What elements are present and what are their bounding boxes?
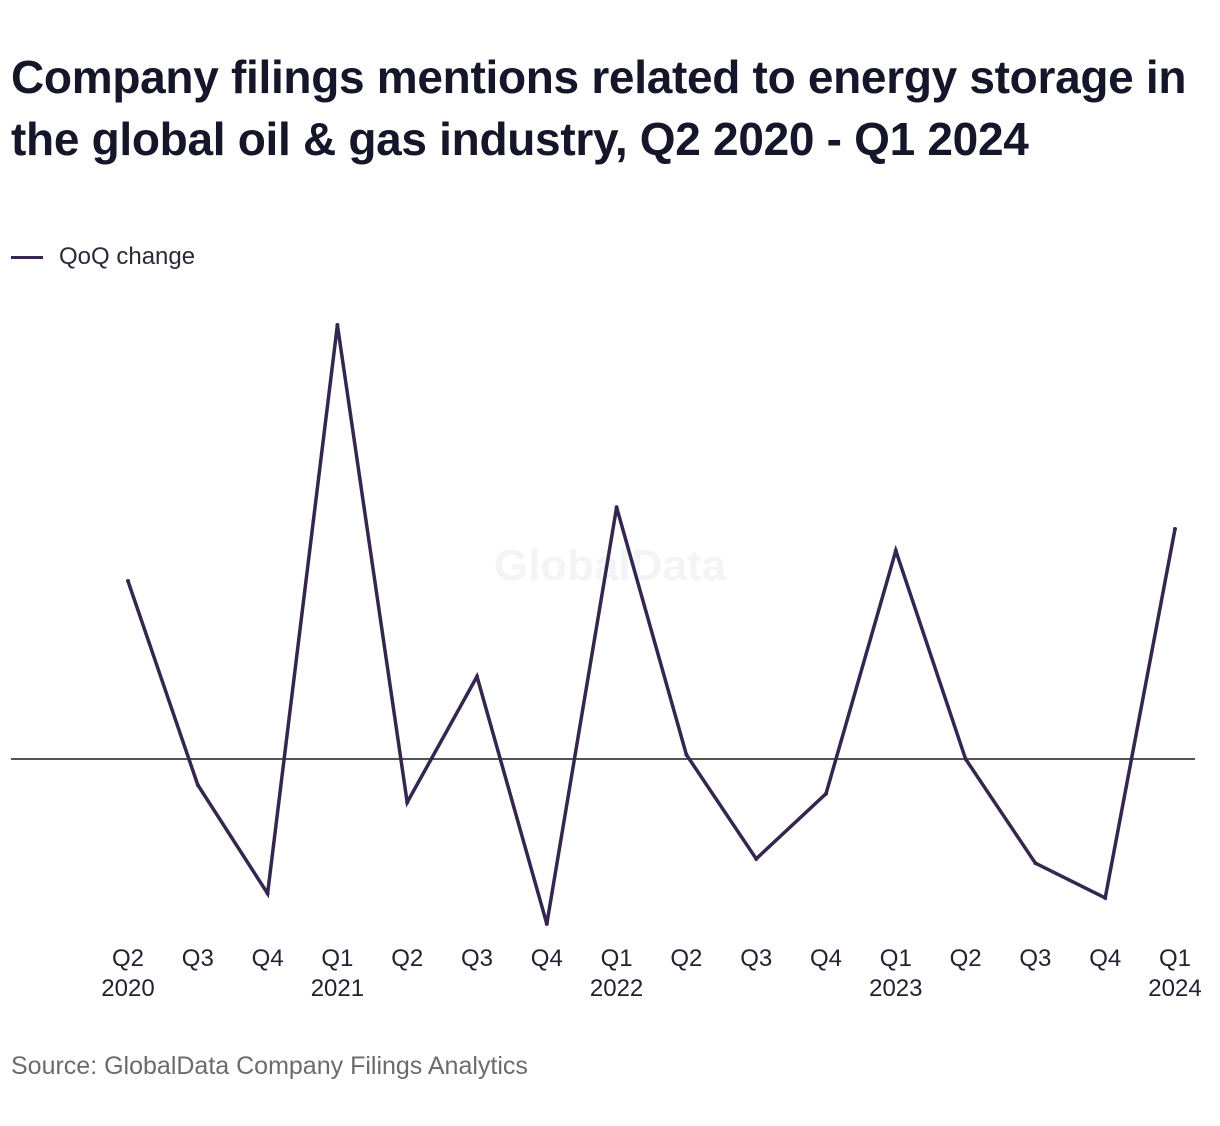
data-point [1103,895,1108,900]
legend-swatch [11,255,43,259]
data-point [1173,526,1177,531]
data-point [335,323,340,327]
x-tick-label: Q2 [391,945,423,972]
data-point [195,783,200,788]
chart-title: Company filings mentions related to ener… [11,51,1187,165]
x-tick-label: Q4 [810,945,842,972]
x-tick-label: Q1 [1159,945,1191,972]
x-tick-label: Q2 [950,945,982,972]
legend: QoQ change [11,242,195,272]
x-tick-year: 2023 [869,975,922,1002]
x-tick-label: Q2 [670,945,702,972]
x-axis-ticks: Q2 2020 Q3 Q4 Q1 2021 Q2 Q3 Q4 Q1 2022 Q2 Q3 Q4 Q1 2023… [101,945,1201,1002]
source-note: Source: GlobalData Company Filings Analy… [11,1052,528,1080]
x-tick-year: 2021 [311,975,364,1002]
x-tick-label: Q3 [740,945,772,972]
x-tick-label: Q3 [182,945,214,972]
data-point [475,674,479,679]
data-point [684,752,689,757]
data-point [614,505,619,510]
data-point [126,579,130,584]
data-point [824,791,828,796]
x-tick-label: Q1 [601,945,633,972]
data-point [893,548,898,553]
x-tick-label: Q4 [252,945,284,972]
series-line-0 [126,324,1177,925]
x-tick-label: Q2 [112,945,144,972]
data-point [405,800,410,805]
data-point [1033,861,1038,866]
x-tick-label: Q4 [1089,945,1121,972]
series-layer [126,323,1177,926]
legend-label: QoQ change [59,243,196,270]
data-point [544,921,549,926]
x-tick-label: Q3 [461,945,493,972]
data-point [265,891,270,896]
x-tick-label: Q4 [531,945,563,972]
x-tick-label: Q3 [1019,945,1051,972]
x-tick-label: Q1 [880,945,912,972]
data-point [754,856,759,861]
x-tick-year: 2024 [1148,975,1201,1002]
x-tick-year: 2022 [590,975,643,1002]
x-tick-label: Q1 [321,945,353,972]
data-point [963,757,968,761]
x-tick-year: 2020 [101,975,154,1002]
